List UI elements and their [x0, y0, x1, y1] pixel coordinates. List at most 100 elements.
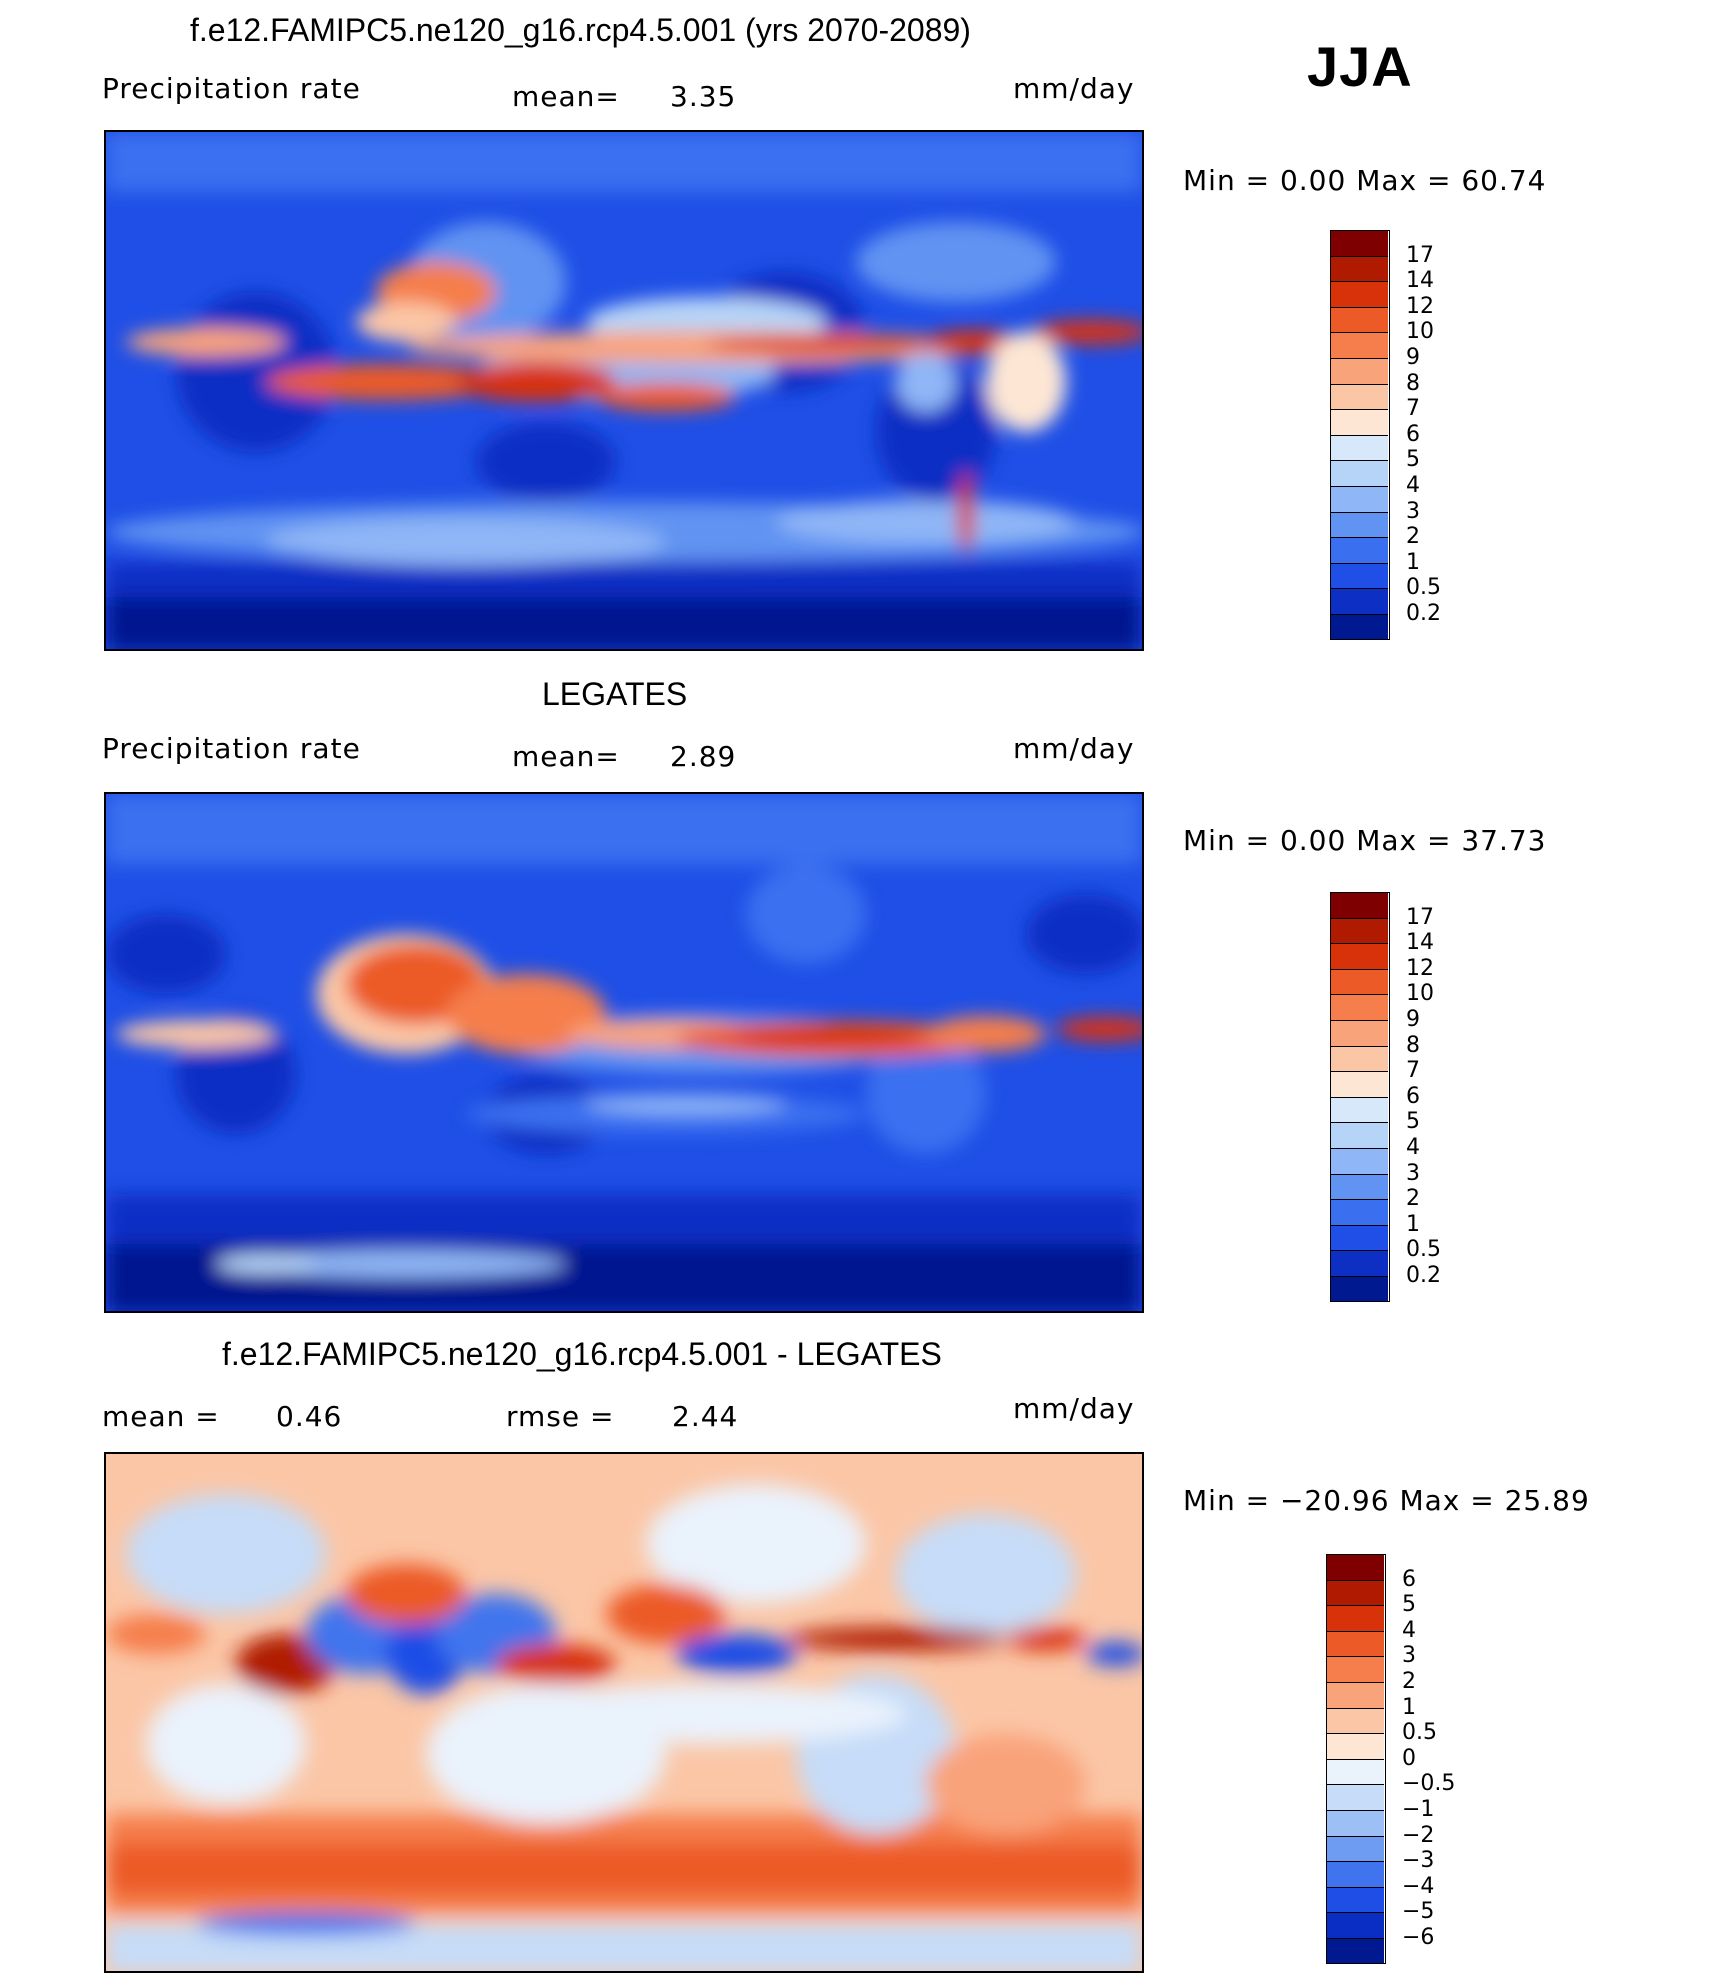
colorbar-tick-label: 0 — [1402, 1745, 1416, 1771]
colorbar-tick-label: 3 — [1402, 1643, 1416, 1669]
colorbar-swatch — [1326, 1784, 1384, 1810]
colorbar-swatch — [1326, 1630, 1384, 1657]
colorbar-swatch — [1326, 1554, 1384, 1580]
colorbar-frame — [1330, 892, 1390, 1302]
colorbar-tick-label: 4 — [1406, 1135, 1420, 1160]
colorbar-tick-label: −0.5 — [1402, 1771, 1456, 1797]
colorbar-swatch — [1330, 588, 1388, 614]
panel3-title: f.e12.FAMIPC5.ne120_g16.rcp4.5.001 - LEG… — [222, 1336, 942, 1372]
colorbar-swatch — [1326, 1605, 1384, 1631]
colorbar-tick-label: 14 — [1406, 268, 1434, 294]
panel2-variable-label: Precipitation rate — [102, 732, 361, 765]
colorbar-tick-label: 9 — [1406, 1007, 1420, 1032]
colorbar-tick-label: −5 — [1402, 1899, 1435, 1925]
colorbar-tick-label: 1 — [1402, 1694, 1416, 1720]
colorbar-tick-label: −6 — [1402, 1925, 1435, 1950]
colorbar-tick-label: 1 — [1406, 549, 1420, 575]
panel1-mean-label: mean= — [512, 80, 620, 113]
colorbar-tick-label: −1 — [1402, 1797, 1435, 1822]
colorbar-tick-label: 4 — [1402, 1617, 1416, 1643]
colorbar-tick-label: 2 — [1402, 1669, 1416, 1694]
panel2-mean-value: 2.89 — [670, 740, 737, 773]
colorbar-swatch — [1330, 1224, 1388, 1251]
panel2-mean-label: mean= — [512, 740, 620, 773]
colorbar-tick-label: 0.2 — [1406, 601, 1441, 626]
colorbar-tick-label: 17 — [1406, 242, 1434, 268]
colorbar-swatch — [1326, 1886, 1384, 1913]
colorbar-tick-label: 2 — [1406, 524, 1420, 550]
colorbar-swatch — [1330, 1020, 1388, 1046]
colorbar-tick-label: 10 — [1406, 981, 1434, 1007]
colorbar-swatch — [1326, 1810, 1384, 1836]
colorbar-tick-label: −2 — [1402, 1822, 1435, 1848]
colorbar-tick-label: −4 — [1402, 1873, 1435, 1899]
colorbar-swatch — [1330, 281, 1388, 307]
panel3-rmse-label: rmse = — [506, 1400, 615, 1433]
colorbar-tick-label: 0.2 — [1406, 1263, 1441, 1288]
colorbar-tick-label: 0.5 — [1406, 1237, 1441, 1263]
colorbar-tick-label: 12 — [1406, 293, 1434, 319]
colorbar-swatch — [1330, 383, 1388, 410]
colorbar-tick-label: 8 — [1406, 370, 1420, 396]
panel3-units: mm/day — [1013, 1392, 1135, 1425]
colorbar-tick-label: 2 — [1406, 1186, 1420, 1212]
panel2-title: LEGATES — [542, 676, 688, 712]
colorbar-swatch — [1330, 562, 1388, 589]
colorbar-swatch — [1330, 1148, 1388, 1174]
colorbar-swatch — [1330, 943, 1388, 969]
colorbar-swatch — [1330, 1173, 1388, 1200]
colorbar-swatch — [1330, 409, 1388, 435]
colorbar-tick-label: 5 — [1406, 447, 1420, 473]
colorbar-swatch — [1326, 1656, 1384, 1682]
colorbar-tick-label: 7 — [1406, 1058, 1420, 1084]
colorbar-swatch — [1330, 332, 1388, 358]
colorbar-frame — [1330, 230, 1390, 640]
colorbar-swatch — [1326, 1938, 1384, 1964]
colorbar-tick-label: 6 — [1402, 1566, 1416, 1592]
panel1-title: f.e12.FAMIPC5.ne120_g16.rcp4.5.001 (yrs … — [190, 12, 971, 48]
colorbar-swatch — [1330, 1071, 1388, 1097]
panel3-map — [104, 1452, 1144, 1973]
colorbar-tick-label: 5 — [1406, 1109, 1420, 1135]
colorbar-tick-label: −3 — [1402, 1848, 1435, 1874]
colorbar-swatch — [1330, 1096, 1388, 1123]
colorbar-swatch — [1330, 917, 1388, 944]
colorbar-swatch — [1330, 306, 1388, 333]
panel2-map — [104, 792, 1144, 1313]
colorbar-tick-label: 0.5 — [1406, 575, 1441, 601]
colorbar-swatch — [1326, 1758, 1384, 1785]
colorbar-tick-label: 14 — [1406, 930, 1434, 956]
panel3-rmse-value: 2.44 — [672, 1400, 739, 1433]
colorbar-swatch — [1330, 486, 1388, 512]
colorbar-swatch — [1330, 614, 1388, 640]
panel1-variable-label: Precipitation rate — [102, 72, 361, 105]
colorbar-swatch — [1326, 1707, 1384, 1734]
colorbar-tick-label: 6 — [1406, 421, 1420, 447]
panel1-minmax: Min = 0.00 Max = 60.74 — [1183, 164, 1547, 197]
panel1-mean-value: 3.35 — [670, 80, 737, 113]
colorbar-swatch — [1330, 537, 1388, 563]
colorbar-tick-label: 12 — [1406, 955, 1434, 981]
season-label: JJA — [1307, 35, 1413, 98]
colorbar-swatch — [1330, 1250, 1388, 1276]
colorbar-swatch — [1330, 994, 1388, 1020]
colorbar-tick-label: 9 — [1406, 345, 1420, 370]
colorbar-tick-label: 4 — [1406, 473, 1420, 498]
colorbar-tick-label: 3 — [1406, 1160, 1420, 1186]
colorbar-swatch — [1330, 968, 1388, 995]
panel2-minmax: Min = 0.00 Max = 37.73 — [1183, 824, 1547, 857]
panel3-mean-label: mean = — [102, 1400, 220, 1433]
colorbar-tick-label: 8 — [1406, 1032, 1420, 1058]
colorbar-swatch — [1330, 358, 1388, 384]
colorbar-swatch — [1326, 1579, 1384, 1606]
colorbar-tick-label: 5 — [1402, 1592, 1416, 1618]
colorbar-tick-label: 0.5 — [1402, 1720, 1437, 1746]
colorbar-tick-label: 7 — [1406, 396, 1420, 422]
colorbar-swatch — [1330, 255, 1388, 282]
colorbar-swatch — [1330, 1122, 1388, 1148]
colorbar-tick-label: 17 — [1406, 904, 1434, 930]
panel1-map — [104, 130, 1144, 651]
panel3-mean-value: 0.46 — [276, 1400, 343, 1433]
colorbar-swatch — [1326, 1835, 1384, 1862]
colorbar-swatch — [1326, 1682, 1384, 1708]
